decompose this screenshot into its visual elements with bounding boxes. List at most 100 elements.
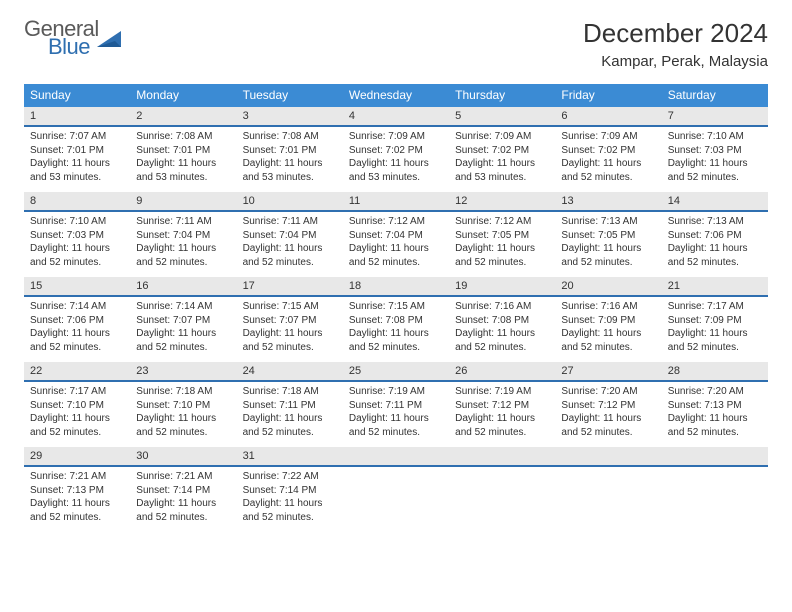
day-cell [662, 467, 768, 532]
sunrise-text: Sunrise: 7:09 AM [561, 130, 657, 144]
day-number [662, 447, 768, 465]
day-number: 4 [343, 107, 449, 125]
daylight-text: and 52 minutes. [136, 256, 232, 270]
day-cell: Sunrise: 7:13 AMSunset: 7:06 PMDaylight:… [662, 212, 768, 277]
day-number: 12 [449, 192, 555, 210]
day-cell: Sunrise: 7:15 AMSunset: 7:08 PMDaylight:… [343, 297, 449, 362]
day-number: 11 [343, 192, 449, 210]
daylight-text: Daylight: 11 hours [349, 327, 445, 341]
daylight-text: Daylight: 11 hours [243, 157, 339, 171]
daylight-text: Daylight: 11 hours [30, 412, 126, 426]
sunrise-text: Sunrise: 7:20 AM [561, 385, 657, 399]
daynum-row: 293031 [24, 447, 768, 467]
day-cell [343, 467, 449, 532]
day-number: 14 [662, 192, 768, 210]
day-cell: Sunrise: 7:21 AMSunset: 7:13 PMDaylight:… [24, 467, 130, 532]
day-cell: Sunrise: 7:17 AMSunset: 7:10 PMDaylight:… [24, 382, 130, 447]
sunset-text: Sunset: 7:05 PM [561, 229, 657, 243]
sunset-text: Sunset: 7:01 PM [30, 144, 126, 158]
day-header: Thursday [449, 84, 555, 107]
day-cell: Sunrise: 7:21 AMSunset: 7:14 PMDaylight:… [130, 467, 236, 532]
sunrise-text: Sunrise: 7:14 AM [30, 300, 126, 314]
daylight-text: and 52 minutes. [668, 341, 764, 355]
day-number: 31 [237, 447, 343, 465]
sunset-text: Sunset: 7:09 PM [561, 314, 657, 328]
sunset-text: Sunset: 7:12 PM [455, 399, 551, 413]
daylight-text: Daylight: 11 hours [136, 497, 232, 511]
daylight-text: Daylight: 11 hours [243, 242, 339, 256]
sunrise-text: Sunrise: 7:10 AM [668, 130, 764, 144]
daylight-text: and 52 minutes. [243, 341, 339, 355]
calendar-grid: SundayMondayTuesdayWednesdayThursdayFrid… [24, 84, 768, 532]
sunset-text: Sunset: 7:01 PM [136, 144, 232, 158]
day-number: 20 [555, 277, 661, 295]
daylight-text: Daylight: 11 hours [561, 242, 657, 256]
daylight-text: and 52 minutes. [561, 341, 657, 355]
day-cell: Sunrise: 7:08 AMSunset: 7:01 PMDaylight:… [130, 127, 236, 192]
sunset-text: Sunset: 7:02 PM [561, 144, 657, 158]
sunrise-text: Sunrise: 7:22 AM [243, 470, 339, 484]
sunrise-text: Sunrise: 7:20 AM [668, 385, 764, 399]
daylight-text: and 53 minutes. [349, 171, 445, 185]
week-row: Sunrise: 7:07 AMSunset: 7:01 PMDaylight:… [24, 127, 768, 192]
day-cell: Sunrise: 7:14 AMSunset: 7:07 PMDaylight:… [130, 297, 236, 362]
day-cell: Sunrise: 7:14 AMSunset: 7:06 PMDaylight:… [24, 297, 130, 362]
daylight-text: and 52 minutes. [30, 426, 126, 440]
daylight-text: Daylight: 11 hours [30, 327, 126, 341]
sunrise-text: Sunrise: 7:12 AM [455, 215, 551, 229]
daylight-text: and 52 minutes. [136, 426, 232, 440]
daylight-text: Daylight: 11 hours [455, 327, 551, 341]
week-row: Sunrise: 7:10 AMSunset: 7:03 PMDaylight:… [24, 212, 768, 277]
day-number [343, 447, 449, 465]
daynum-row: 15161718192021 [24, 277, 768, 297]
sunrise-text: Sunrise: 7:15 AM [243, 300, 339, 314]
day-cell: Sunrise: 7:10 AMSunset: 7:03 PMDaylight:… [24, 212, 130, 277]
daylight-text: Daylight: 11 hours [668, 327, 764, 341]
logo-text: General Blue [24, 18, 99, 58]
day-header: Tuesday [237, 84, 343, 107]
sunset-text: Sunset: 7:13 PM [668, 399, 764, 413]
sunset-text: Sunset: 7:11 PM [243, 399, 339, 413]
day-cell: Sunrise: 7:19 AMSunset: 7:11 PMDaylight:… [343, 382, 449, 447]
daylight-text: Daylight: 11 hours [136, 242, 232, 256]
sunset-text: Sunset: 7:04 PM [136, 229, 232, 243]
sunset-text: Sunset: 7:13 PM [30, 484, 126, 498]
day-number [449, 447, 555, 465]
day-number: 6 [555, 107, 661, 125]
day-cell: Sunrise: 7:12 AMSunset: 7:04 PMDaylight:… [343, 212, 449, 277]
sunset-text: Sunset: 7:14 PM [243, 484, 339, 498]
day-cell: Sunrise: 7:12 AMSunset: 7:05 PMDaylight:… [449, 212, 555, 277]
sunset-text: Sunset: 7:01 PM [243, 144, 339, 158]
weeks-container: 1234567Sunrise: 7:07 AMSunset: 7:01 PMDa… [24, 107, 768, 532]
day-cell: Sunrise: 7:09 AMSunset: 7:02 PMDaylight:… [555, 127, 661, 192]
day-number: 25 [343, 362, 449, 380]
day-cell [555, 467, 661, 532]
sunset-text: Sunset: 7:10 PM [136, 399, 232, 413]
day-header: Friday [555, 84, 661, 107]
sunrise-text: Sunrise: 7:13 AM [668, 215, 764, 229]
day-cell: Sunrise: 7:13 AMSunset: 7:05 PMDaylight:… [555, 212, 661, 277]
sunrise-text: Sunrise: 7:09 AM [455, 130, 551, 144]
daylight-text: Daylight: 11 hours [668, 157, 764, 171]
sunrise-text: Sunrise: 7:21 AM [30, 470, 126, 484]
logo: General Blue [24, 18, 123, 58]
sunrise-text: Sunrise: 7:10 AM [30, 215, 126, 229]
day-number: 22 [24, 362, 130, 380]
sunset-text: Sunset: 7:06 PM [30, 314, 126, 328]
day-cell: Sunrise: 7:18 AMSunset: 7:11 PMDaylight:… [237, 382, 343, 447]
title-block: December 2024 Kampar, Perak, Malaysia [583, 18, 768, 70]
sunset-text: Sunset: 7:09 PM [668, 314, 764, 328]
daylight-text: and 52 minutes. [668, 171, 764, 185]
daynum-row: 1234567 [24, 107, 768, 127]
day-number: 23 [130, 362, 236, 380]
sunset-text: Sunset: 7:04 PM [243, 229, 339, 243]
sunset-text: Sunset: 7:07 PM [136, 314, 232, 328]
day-number: 8 [24, 192, 130, 210]
daylight-text: Daylight: 11 hours [349, 242, 445, 256]
daylight-text: and 52 minutes. [561, 171, 657, 185]
day-cell: Sunrise: 7:08 AMSunset: 7:01 PMDaylight:… [237, 127, 343, 192]
day-cell: Sunrise: 7:07 AMSunset: 7:01 PMDaylight:… [24, 127, 130, 192]
sunset-text: Sunset: 7:14 PM [136, 484, 232, 498]
day-number: 27 [555, 362, 661, 380]
sunset-text: Sunset: 7:08 PM [349, 314, 445, 328]
